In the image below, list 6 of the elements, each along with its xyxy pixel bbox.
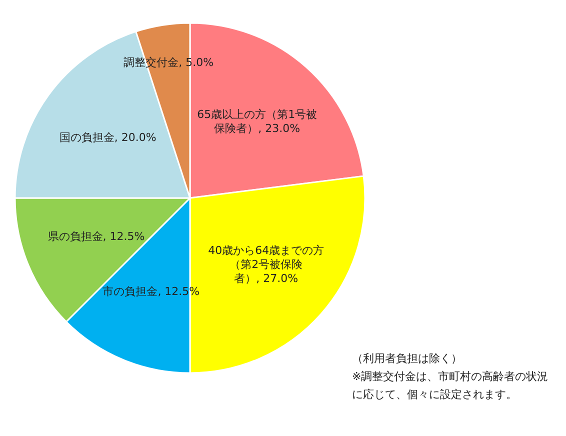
- slice-label: 65歳以上の方（第1号被保険者）, 23.0%: [196, 108, 318, 136]
- text: （利用者負担は除く）: [352, 352, 462, 365]
- slice-label: 県の負担金, 12.5%: [46, 230, 146, 244]
- slice-label: 国の負担金, 20.0%: [58, 131, 158, 146]
- text: ※調整交付金は、市町村の高齢者の状況に応じて、個々に設定されます。: [352, 370, 548, 401]
- slice-label: 40歳から64歳までの方（第2号被保険者）, 27.0%: [207, 244, 326, 286]
